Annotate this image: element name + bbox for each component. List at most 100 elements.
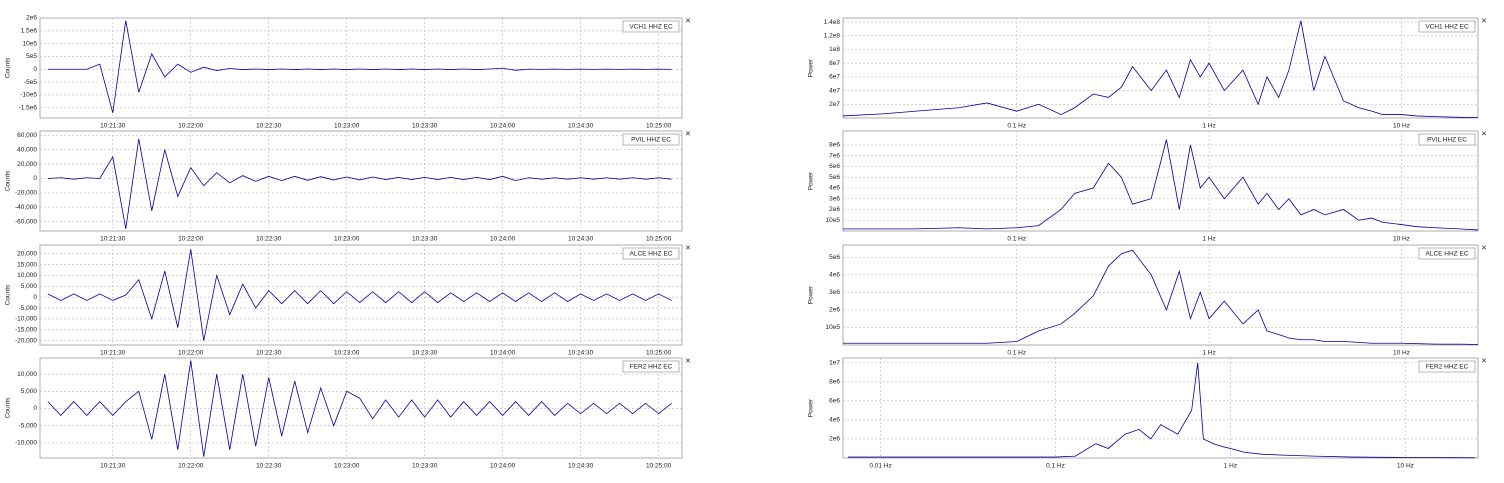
x-tick-label: 10:23:00	[334, 463, 360, 470]
x-tick-label: 10:24:00	[490, 236, 516, 243]
y-tick-label: 20,000	[17, 161, 37, 168]
y-tick-label: -15,000	[15, 327, 37, 334]
y-tick-label: 0	[33, 175, 37, 182]
legend-label: FER2 HHZ EC	[630, 364, 673, 371]
trace	[843, 249, 1479, 345]
x-tick-label: 1 Hz	[1202, 350, 1215, 357]
x-tick-label: 10:25:00	[646, 236, 672, 243]
y-tick-label: 3e6	[829, 289, 840, 296]
y-tick-label: 20,000	[17, 250, 37, 257]
y-axis-label: Counts	[5, 170, 12, 191]
plot-area	[39, 17, 683, 119]
x-tick-label: 1 Hz	[1224, 463, 1237, 470]
legend-box	[622, 247, 680, 260]
legend-label: VCH1 HHZ EC	[629, 24, 673, 31]
y-tick-label: 10e5	[23, 40, 38, 47]
y-axis-label: Counts	[5, 397, 12, 418]
close-button[interactable]: ×	[1481, 15, 1486, 25]
y-tick-label: 1.4e8	[824, 19, 841, 26]
trace	[47, 249, 672, 341]
legend-label: FER2 HHZ EC	[1426, 364, 1469, 371]
plot-area	[842, 130, 1479, 232]
plot-area	[39, 244, 683, 346]
y-tick-label: 4e6	[829, 417, 840, 424]
x-tick-label: 10:24:30	[568, 236, 594, 243]
close-button[interactable]: ×	[685, 355, 690, 365]
x-tick-label: 10:24:30	[568, 123, 594, 130]
y-tick-label: -10e5	[20, 92, 37, 99]
x-tick-label: 10:23:00	[334, 123, 360, 130]
x-tick-label: 0.1 Hz	[1007, 236, 1026, 243]
close-button[interactable]: ×	[1481, 242, 1486, 252]
y-axis-label: Power	[808, 398, 815, 417]
y-tick-label: 1.2e8	[824, 33, 841, 40]
plot-area	[39, 357, 683, 459]
y-tick-label: -10,000	[15, 440, 37, 447]
plot-area	[842, 244, 1479, 346]
y-axis-label: Power	[808, 58, 815, 77]
y-tick-label: 0	[33, 405, 37, 412]
y-tick-label: 5,000	[21, 388, 38, 395]
x-tick-label: 10:25:00	[646, 463, 672, 470]
x-tick-label: 10:23:30	[412, 463, 438, 470]
x-tick-label: 10:21:30	[100, 123, 126, 130]
close-button[interactable]: ×	[685, 242, 690, 252]
legend-label: VCH1 HHZ EC	[1425, 24, 1469, 31]
x-tick-label: 0.1 Hz	[1046, 463, 1065, 470]
y-tick-label: 4e6	[829, 272, 840, 279]
plot-area	[39, 130, 683, 232]
y-axis-label: Power	[808, 171, 815, 190]
y-tick-label: 7e6	[829, 152, 840, 159]
x-tick-label: 10:24:30	[568, 350, 594, 357]
x-tick-label: 10:22:30	[256, 236, 282, 243]
y-tick-label: 15,000	[17, 261, 37, 268]
x-tick-label: 10:22:30	[256, 463, 282, 470]
y-tick-label: 6e6	[829, 163, 840, 170]
plot-area	[842, 357, 1479, 459]
y-tick-label: -20,000	[15, 190, 37, 197]
legend-box	[1418, 133, 1476, 146]
close-button[interactable]: ×	[685, 128, 690, 138]
legend-label: PVIL HHZ EC	[1427, 137, 1467, 144]
trace	[47, 20, 672, 113]
y-tick-label: 6e6	[829, 398, 840, 405]
y-tick-label: 2e6	[829, 206, 840, 213]
y-tick-label: 5e6	[829, 254, 840, 261]
x-tick-label: 10 Hz	[1393, 350, 1410, 357]
x-tick-label: 0.1 Hz	[1007, 123, 1026, 130]
x-tick-label: 10:25:00	[646, 123, 672, 130]
x-tick-label: 1 Hz	[1202, 123, 1215, 130]
x-tick-label: 10:24:00	[490, 123, 516, 130]
y-tick-label: -5,000	[19, 305, 38, 312]
y-tick-label: 6e7	[829, 74, 840, 81]
x-tick-label: 10:22:30	[256, 350, 282, 357]
legend-box	[1418, 247, 1476, 260]
legend-label: PVIL HHZ EC	[631, 137, 671, 144]
x-tick-label: 10:22:00	[178, 350, 204, 357]
y-tick-label: 2e6	[829, 436, 840, 443]
trace	[47, 360, 672, 457]
y-tick-label: 5,000	[21, 283, 38, 290]
close-button[interactable]: ×	[1481, 355, 1486, 365]
y-tick-label: 0	[33, 66, 37, 73]
y-tick-label: 8e6	[829, 142, 840, 149]
y-tick-label: 40,000	[17, 146, 37, 153]
y-tick-label: 5e5	[26, 53, 37, 60]
y-tick-label: 5e6	[829, 174, 840, 181]
y-tick-label: 8e7	[829, 60, 840, 67]
y-tick-label: -20,000	[15, 337, 37, 344]
x-tick-label: 10 Hz	[1397, 463, 1414, 470]
y-axis-label: Power	[808, 285, 815, 304]
y-tick-label: 2e6	[26, 15, 37, 22]
x-tick-label: 10:22:00	[178, 463, 204, 470]
close-button[interactable]: ×	[685, 15, 690, 25]
y-tick-label: 4e7	[829, 87, 840, 94]
y-tick-label: 0	[33, 294, 37, 301]
y-tick-label: 1e8	[829, 46, 840, 53]
x-tick-label: 10:23:00	[334, 236, 360, 243]
y-tick-label: -5e5	[24, 79, 37, 86]
close-button[interactable]: ×	[1481, 128, 1486, 138]
legend-box	[622, 133, 680, 146]
y-tick-label: 1e7	[829, 359, 840, 366]
